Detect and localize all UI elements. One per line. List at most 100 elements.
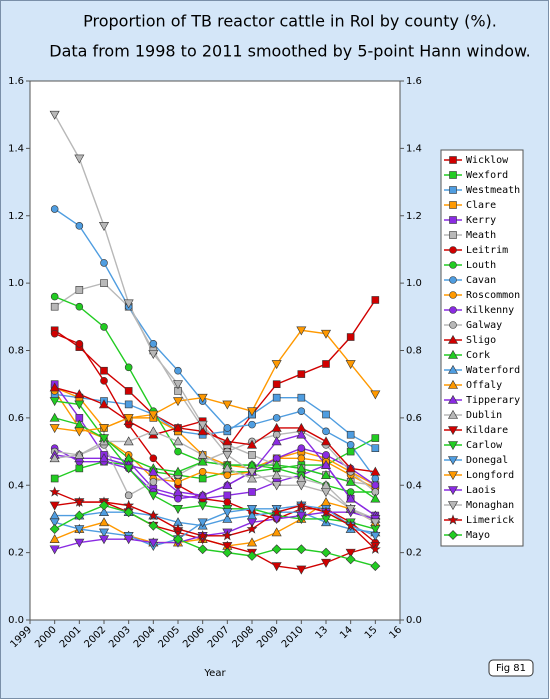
legend-label: Meath: [466, 230, 496, 241]
data-point: [98, 399, 110, 409]
data-point: [50, 205, 59, 213]
data-point: [370, 390, 381, 400]
data-point: [346, 333, 355, 341]
data-point: [172, 523, 184, 534]
legend-label: Kerry: [466, 215, 496, 226]
legend-label: Longford: [466, 470, 514, 481]
data-point: [222, 480, 233, 490]
data-point: [50, 292, 59, 301]
series-line: [54, 393, 376, 449]
data-point: [123, 436, 134, 446]
legend-marker: [447, 409, 459, 419]
data-point: [73, 496, 85, 507]
data-point: [74, 400, 85, 410]
data-point: [172, 466, 184, 476]
data-point: [297, 407, 306, 415]
data-point: [49, 412, 60, 422]
data-point: [370, 466, 381, 476]
data-point: [149, 339, 158, 348]
legend-label: Offaly: [466, 380, 502, 391]
data-point: [49, 545, 60, 555]
series-line: [54, 329, 376, 433]
data-point: [98, 222, 110, 231]
data-point: [124, 387, 133, 395]
legend-label: Laois: [466, 485, 496, 496]
data-point: [320, 488, 332, 498]
data-point: [370, 493, 381, 503]
legend-label: Wicklow: [466, 155, 509, 166]
chart-title: Proportion of TB reactor cattle in RoI b…: [83, 12, 497, 31]
data-point: [345, 520, 357, 531]
data-point: [172, 397, 184, 407]
data-point: [75, 464, 84, 473]
legend-marker: [449, 261, 457, 269]
y2-tick-label: 1.2: [406, 211, 422, 222]
data-point: [223, 471, 232, 479]
series-line: [54, 501, 376, 571]
legend-label: Limerick: [466, 515, 514, 526]
y-tick-label: 0.6: [8, 413, 24, 424]
chart-subtitle: Data from 1998 to 2011 smoothed by 5-poi…: [49, 42, 530, 61]
data-point: [271, 422, 282, 432]
data-point: [248, 420, 256, 429]
legend-label: Roscommon: [466, 290, 520, 301]
data-point: [246, 407, 258, 417]
data-point: [148, 491, 159, 501]
data-point: [174, 447, 182, 456]
data-point: [248, 451, 256, 459]
data-point: [345, 554, 356, 565]
data-point: [100, 279, 108, 287]
data-point: [148, 538, 159, 548]
data-point: [197, 530, 209, 541]
legend-label: Louth: [466, 260, 496, 271]
legend-marker: [449, 201, 457, 209]
legend-marker: [449, 216, 457, 224]
legend-marker: [449, 276, 457, 284]
data-point: [271, 459, 282, 469]
legend-marker: [447, 379, 459, 389]
y-tick-label: 0.8: [8, 346, 24, 357]
data-point: [147, 509, 159, 521]
data-point: [149, 454, 158, 463]
data-point: [222, 451, 233, 461]
y-tick-label: 1.4: [8, 143, 24, 154]
data-point: [123, 535, 134, 545]
y-tick-label: 1.0: [8, 278, 24, 289]
data-point: [123, 507, 134, 518]
data-point: [271, 436, 282, 446]
data-point: [222, 463, 233, 473]
data-point: [49, 518, 60, 528]
data-point: [272, 393, 281, 402]
figure-button[interactable]: [488, 659, 534, 677]
legend-label: Galway: [466, 320, 502, 331]
data-point: [271, 481, 282, 491]
data-point: [222, 400, 233, 410]
data-point: [320, 436, 332, 446]
legend-marker: [447, 349, 459, 359]
data-point: [271, 515, 282, 525]
legend-marker: [449, 186, 457, 194]
data-point: [320, 506, 332, 517]
series-line: [54, 114, 376, 523]
legend-marker: [449, 156, 457, 164]
data-point: [346, 447, 355, 456]
y2-tick-label: 0.0: [406, 615, 422, 626]
legend-label: Dublin: [466, 410, 502, 421]
data-point: [322, 360, 330, 368]
data-point: [75, 302, 84, 311]
legend-marker: [449, 246, 457, 254]
data-point: [222, 547, 233, 558]
legend-label: Kilkenny: [466, 305, 514, 316]
data-point: [345, 476, 356, 486]
data-point: [172, 486, 184, 496]
data-point: [49, 534, 60, 543]
data-point: [198, 474, 207, 483]
y-tick-label: 0.0: [8, 615, 24, 626]
data-point: [321, 547, 331, 558]
data-point: [370, 531, 381, 541]
y2-tick-label: 0.6: [406, 413, 422, 424]
data-point: [172, 422, 184, 432]
data-point: [345, 505, 356, 514]
data-point: [50, 302, 59, 311]
